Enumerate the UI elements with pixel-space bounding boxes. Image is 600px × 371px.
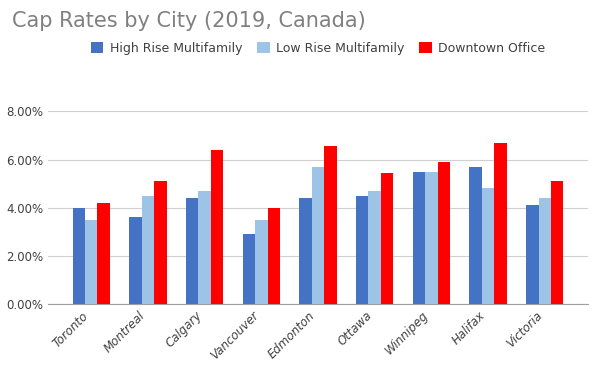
Bar <box>85 220 97 304</box>
Bar <box>255 220 268 304</box>
Bar <box>381 173 394 304</box>
Bar <box>154 181 167 304</box>
Bar <box>73 208 85 304</box>
Bar <box>356 196 368 304</box>
Bar <box>526 206 539 304</box>
Text: Cap Rates by City (2019, Canada): Cap Rates by City (2019, Canada) <box>12 11 366 31</box>
Bar <box>482 188 494 304</box>
Bar <box>469 167 482 304</box>
Bar <box>551 181 563 304</box>
Bar <box>268 208 280 304</box>
Bar <box>312 167 324 304</box>
Legend: High Rise Multifamily, Low Rise Multifamily, Downtown Office: High Rise Multifamily, Low Rise Multifam… <box>86 36 550 59</box>
Bar <box>97 203 110 304</box>
Bar <box>199 191 211 304</box>
Bar <box>186 198 199 304</box>
Bar <box>413 171 425 304</box>
Bar <box>129 217 142 304</box>
Bar <box>324 146 337 304</box>
Bar <box>425 171 437 304</box>
Bar <box>494 142 507 304</box>
Bar <box>368 191 381 304</box>
Bar <box>242 234 255 304</box>
Bar <box>299 198 312 304</box>
Bar <box>437 162 450 304</box>
Bar <box>211 150 223 304</box>
Bar <box>142 196 154 304</box>
Bar <box>539 198 551 304</box>
